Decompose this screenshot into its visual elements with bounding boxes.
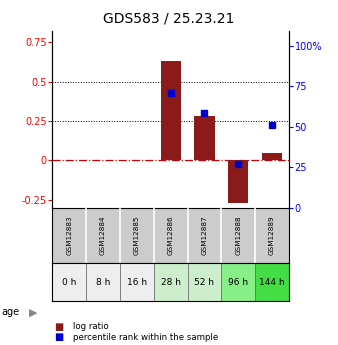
Text: 28 h: 28 h	[161, 278, 181, 287]
Text: 52 h: 52 h	[194, 278, 215, 287]
Bar	[161, 61, 181, 160]
Text: 16 h: 16 h	[127, 278, 147, 287]
Text: GSM12886: GSM12886	[168, 216, 174, 255]
Bar	[154, 263, 188, 301]
Text: 144 h: 144 h	[259, 278, 285, 287]
Text: percentile rank within the sample: percentile rank within the sample	[73, 333, 218, 342]
Text: log ratio: log ratio	[73, 322, 108, 331]
Text: 0 h: 0 h	[62, 278, 76, 287]
Text: GSM12888: GSM12888	[235, 216, 241, 255]
Bar	[262, 152, 282, 160]
Bar	[188, 263, 221, 301]
Bar	[228, 160, 248, 203]
Text: GSM12884: GSM12884	[100, 216, 106, 255]
Bar	[221, 263, 255, 301]
Text: GSM12885: GSM12885	[134, 216, 140, 255]
Text: GSM12889: GSM12889	[269, 216, 275, 255]
Text: ■: ■	[54, 333, 63, 342]
Bar	[86, 263, 120, 301]
Text: GSM12883: GSM12883	[66, 216, 72, 255]
Text: 96 h: 96 h	[228, 278, 248, 287]
Text: age: age	[2, 307, 20, 317]
Bar	[255, 263, 289, 301]
Bar	[194, 116, 215, 160]
Text: ▶: ▶	[29, 307, 37, 317]
Text: ■: ■	[54, 322, 63, 332]
Bar	[120, 263, 154, 301]
Text: GDS583 / 25.23.21: GDS583 / 25.23.21	[103, 12, 235, 26]
Text: 8 h: 8 h	[96, 278, 110, 287]
Text: GSM12887: GSM12887	[201, 216, 208, 255]
Bar	[52, 263, 86, 301]
